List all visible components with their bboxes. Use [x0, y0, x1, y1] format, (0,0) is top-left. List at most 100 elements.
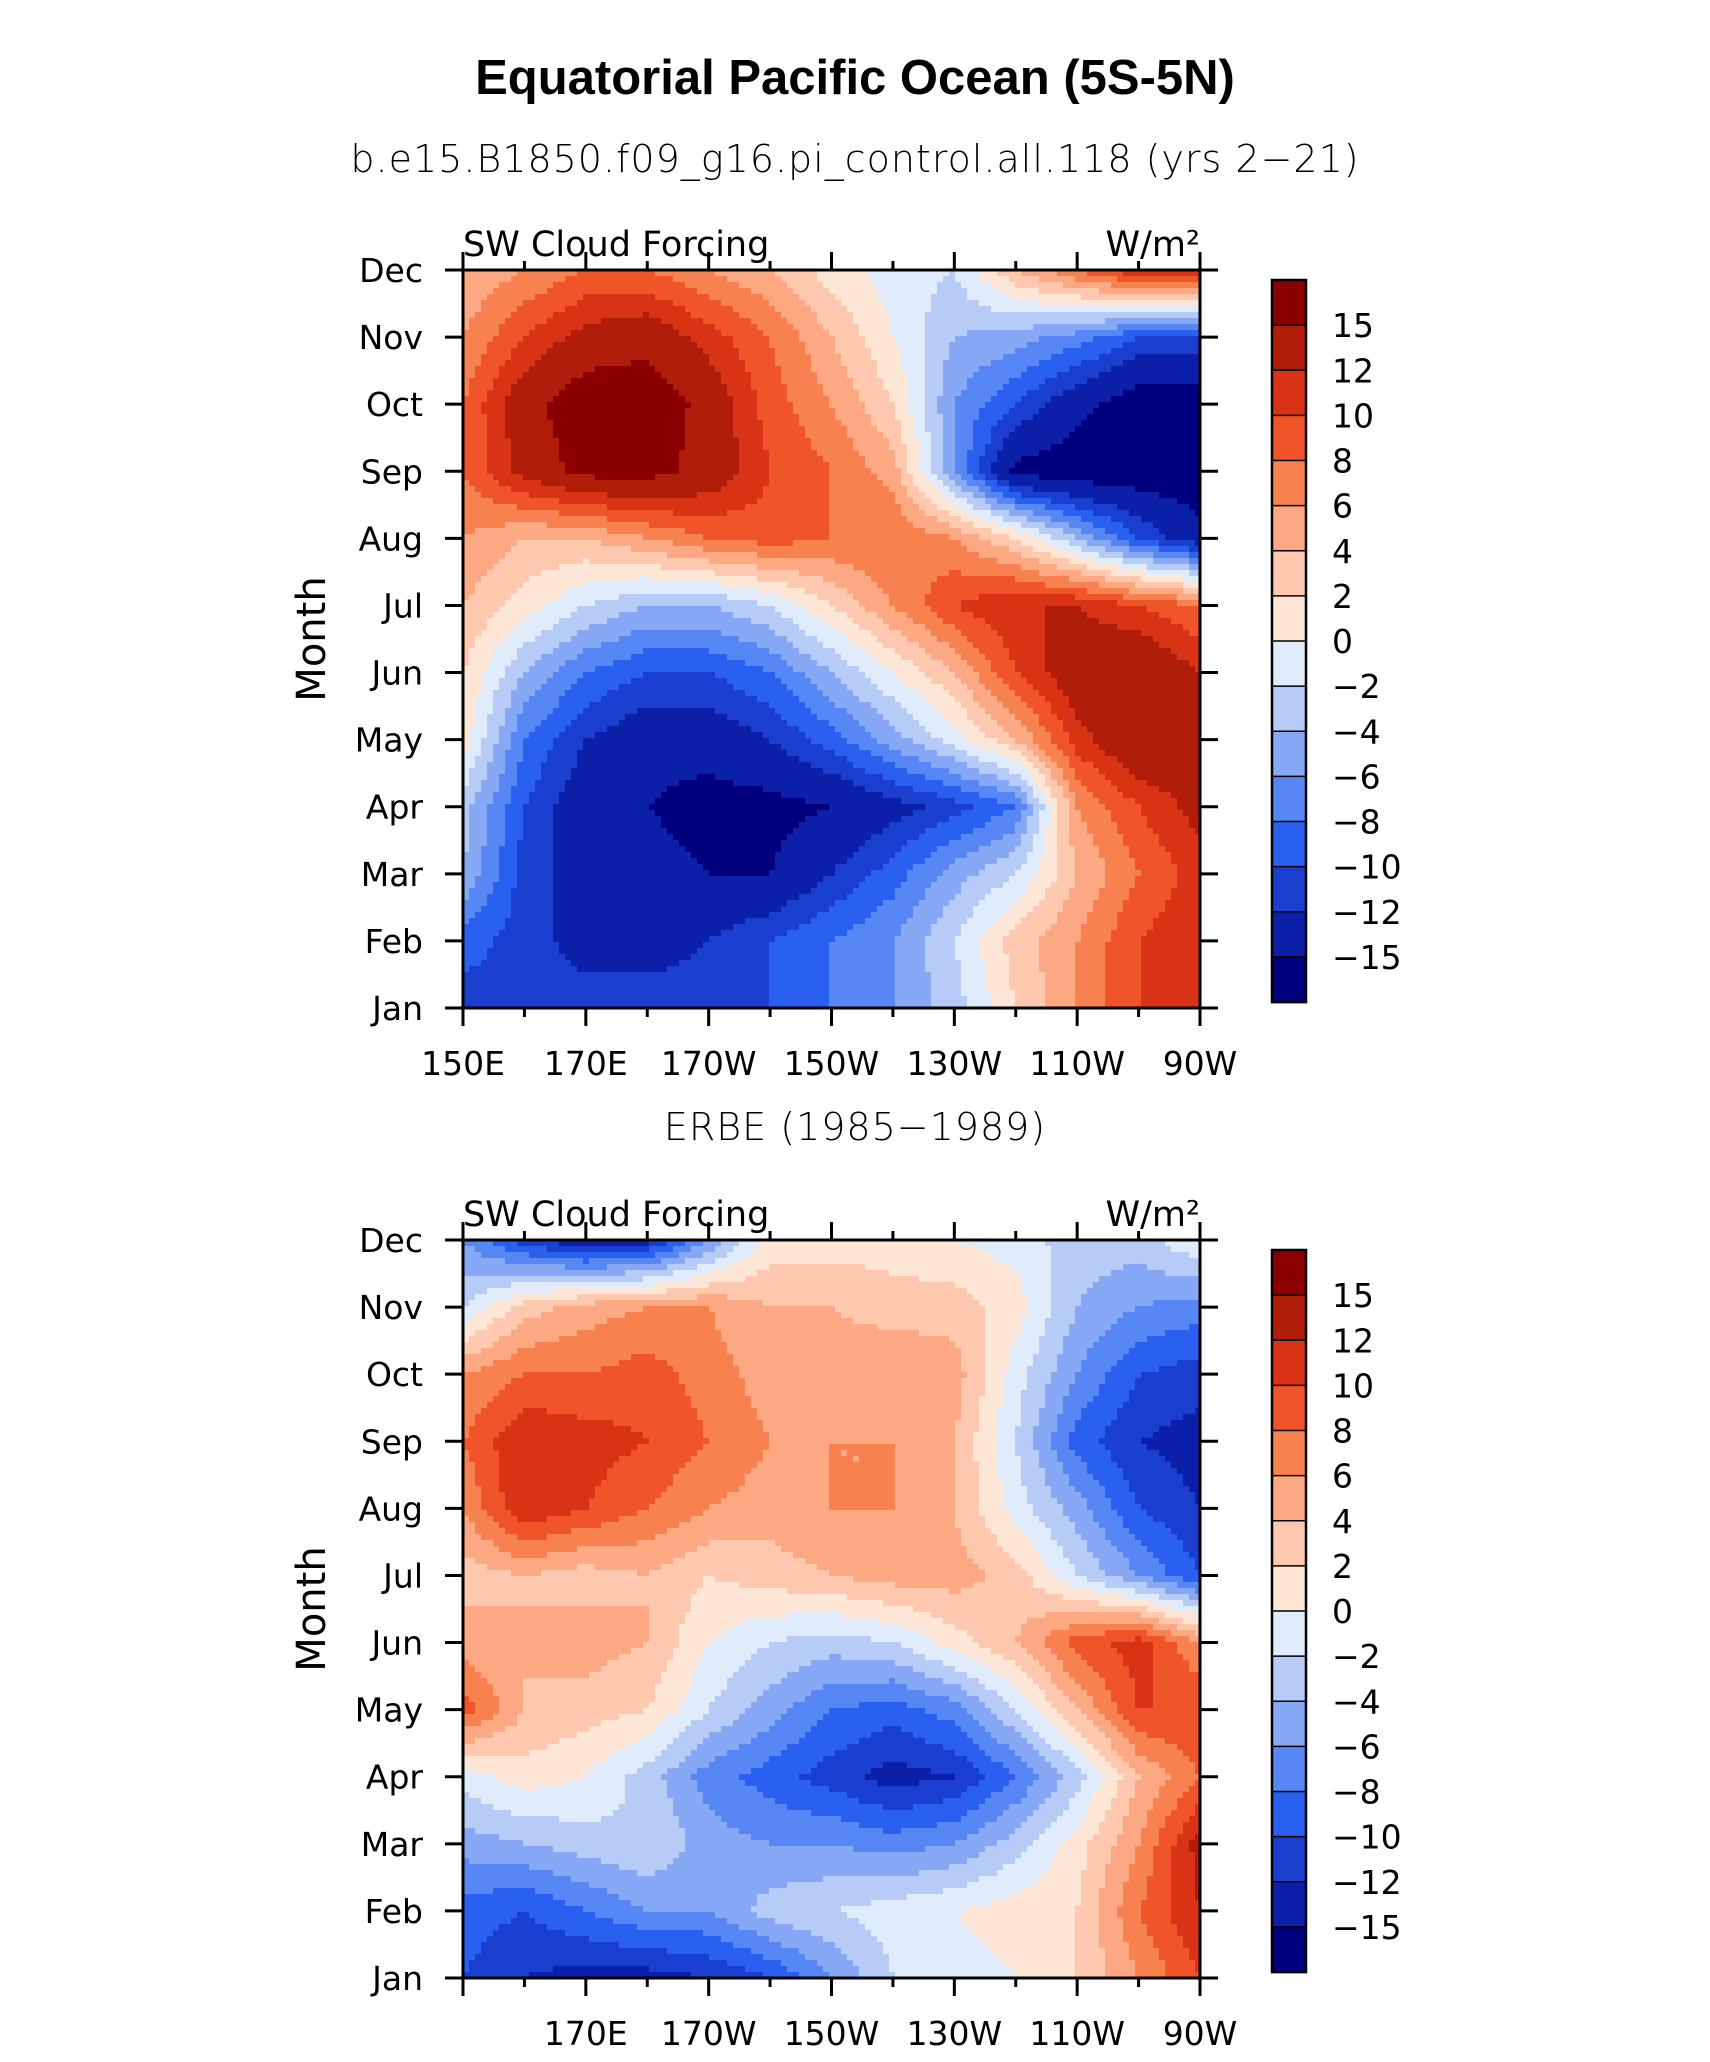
- model-contour-cell: [505, 318, 512, 325]
- model-contour-cell: [793, 468, 800, 475]
- model-contour-cell: [1039, 336, 1046, 343]
- model-contour-cell: [1051, 366, 1058, 373]
- model-contour-cell: [1105, 462, 1112, 469]
- model-contour-cell: [583, 450, 590, 457]
- model-contour-cell: [511, 282, 518, 289]
- model-contour-cell: [505, 486, 512, 493]
- model-contour-cell: [475, 480, 482, 487]
- model-contour-cell: [901, 312, 908, 319]
- model-contour-cell: [1111, 288, 1118, 295]
- model-contour-cell: [1165, 336, 1172, 343]
- model-contour-cell: [685, 408, 692, 415]
- model-contour-cell: [805, 396, 812, 403]
- model-contour-cell: [559, 438, 566, 445]
- model-contour-cell: [1057, 294, 1064, 301]
- model-contour-cell: [979, 408, 986, 415]
- model-contour-cell: [517, 402, 524, 409]
- model-contour-cell: [649, 474, 656, 481]
- model-contour-cell: [961, 318, 968, 325]
- model-contour-cell: [997, 438, 1004, 445]
- model-contour-cell: [601, 444, 608, 451]
- model-contour-cell: [637, 348, 644, 355]
- model-contour-cell: [1003, 462, 1010, 469]
- model-contour-cell: [751, 444, 758, 451]
- model-contour-cell: [481, 276, 488, 283]
- model-contour-cell: [1171, 330, 1178, 337]
- model-contour-cell: [979, 300, 986, 307]
- model-contour-cell: [535, 426, 542, 433]
- model-contour-cell: [895, 312, 902, 319]
- model-contour-cell: [955, 420, 962, 427]
- model-contour-cell: [1093, 312, 1100, 319]
- model-contour-cell: [757, 318, 764, 325]
- model-contour-cell: [883, 444, 890, 451]
- model-contour-cell: [727, 432, 734, 439]
- model-contour-cell: [1075, 408, 1082, 415]
- model-contour-cell: [1027, 426, 1034, 433]
- model-contour-cell: [859, 426, 866, 433]
- model-contour-cell: [595, 300, 602, 307]
- model-contour-cell: [1123, 360, 1130, 367]
- model-contour-cell: [655, 510, 662, 517]
- model-contour-cell: [1141, 444, 1148, 451]
- model-contour-cell: [523, 408, 530, 415]
- model-contour-cell: [853, 462, 860, 469]
- model-contour-cell: [811, 348, 818, 355]
- model-contour-cell: [901, 480, 908, 487]
- model-contour-cell: [997, 282, 1004, 289]
- model-contour-cell: [475, 306, 482, 313]
- model-contour-cell: [1093, 360, 1100, 367]
- model-contour-cell: [1177, 444, 1184, 451]
- model-contour-cell: [655, 486, 662, 493]
- model-contour-cell: [1195, 396, 1201, 403]
- model-contour-cell: [661, 282, 668, 289]
- model-contour-cell: [463, 498, 470, 505]
- model-contour-cell: [661, 372, 668, 379]
- model-contour-cell: [1111, 444, 1118, 451]
- model-contour-cell: [1105, 402, 1112, 409]
- model-contour-cell: [571, 372, 578, 379]
- model-contour-cell: [1033, 432, 1040, 439]
- model-contour-cell: [1033, 402, 1040, 409]
- model-contour-cell: [799, 426, 806, 433]
- model-contour-cell: [799, 348, 806, 355]
- model-contour-cell: [697, 486, 704, 493]
- model-contour-cell: [841, 336, 848, 343]
- model-contour-cell: [1087, 384, 1094, 391]
- model-contour-cell: [595, 468, 602, 475]
- model-contour-cell: [577, 366, 584, 373]
- model-contour-cell: [703, 312, 710, 319]
- model-contour-cell: [961, 300, 968, 307]
- model-contour-cell: [949, 288, 956, 295]
- model-contour-cell: [865, 306, 872, 313]
- model-contour-cell: [685, 282, 692, 289]
- model-contour-cell: [649, 324, 656, 331]
- model-contour-cell: [793, 318, 800, 325]
- model-contour-cell: [595, 354, 602, 361]
- model-contour-cell: [1171, 348, 1178, 355]
- model-contour-cell: [505, 378, 512, 385]
- model-contour-cell: [925, 294, 932, 301]
- model-contour-cell: [979, 384, 986, 391]
- model-contour-cell: [523, 306, 530, 313]
- model-contour-cell: [715, 414, 722, 421]
- model-contour-cell: [775, 510, 782, 517]
- model-contour-cell: [727, 396, 734, 403]
- model-contour-cell: [1009, 360, 1016, 367]
- model-contour-cell: [631, 462, 638, 469]
- model-contour-cell: [853, 486, 860, 493]
- model-contour-cell: [1195, 294, 1201, 301]
- model-contour-cell: [1063, 294, 1070, 301]
- model-contour-cell: [577, 342, 584, 349]
- model-contour-cell: [943, 354, 950, 361]
- model-contour-cell: [739, 324, 746, 331]
- model-contour-cell: [517, 504, 524, 511]
- model-contour-cell: [1195, 342, 1201, 349]
- model-contour-cell: [661, 288, 668, 295]
- model-contour-cell: [847, 354, 854, 361]
- model-contour-cell: [985, 276, 992, 283]
- model-contour-cell: [679, 432, 686, 439]
- model-contour-cell: [1093, 480, 1100, 487]
- model-contour-cell: [1111, 306, 1118, 313]
- model-contour-cell: [595, 342, 602, 349]
